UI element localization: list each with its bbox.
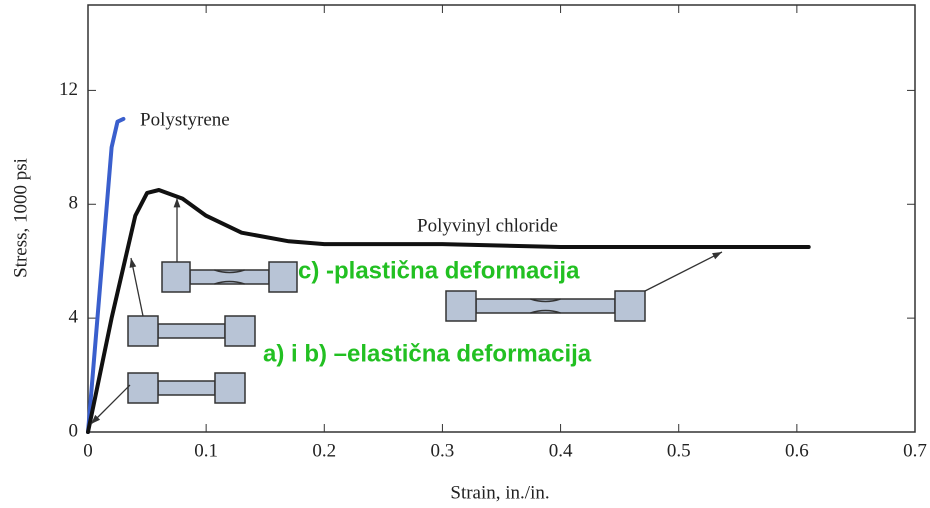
chart: Strain, in./in. Stress, 1000 psi c) -pla…	[0, 0, 930, 508]
annotation: c) -plastična deformacija	[298, 257, 580, 284]
specimen-grip	[162, 262, 190, 292]
y-tick-label: 12	[59, 79, 78, 100]
specimen-grip	[225, 316, 255, 346]
annotation: a) i b) –elastična deformacija	[263, 340, 592, 367]
x-tick-label: 0.7	[903, 440, 927, 461]
arrow-head	[130, 258, 137, 268]
series-label: Polystyrene	[140, 109, 230, 130]
specimen-neck	[158, 324, 225, 338]
y-tick-label: 4	[69, 306, 79, 327]
x-tick-label: 0.5	[667, 440, 691, 461]
specimen-grip	[128, 373, 158, 403]
line	[88, 119, 123, 432]
specimen	[446, 291, 645, 321]
x-tick-label: 0.4	[549, 440, 573, 461]
x-tick-label: 0.2	[312, 440, 336, 461]
y-tick-label: 0	[69, 420, 79, 441]
y-axis-label: Stress, 1000 psi	[10, 158, 31, 278]
y-tick-label: 8	[69, 193, 79, 214]
arrow	[645, 252, 722, 291]
specimen	[128, 316, 255, 346]
specimen-grip	[128, 316, 158, 346]
specimen-grip	[446, 291, 476, 321]
series-label: Polyvinyl chloride	[417, 215, 558, 236]
x-tick-label: 0.3	[431, 440, 455, 461]
specimen-grip	[615, 291, 645, 321]
x-tick-label: 0.1	[194, 440, 218, 461]
specimen	[162, 262, 297, 292]
x-axis-label: Strain, in./in.	[450, 482, 549, 503]
specimen	[128, 373, 245, 403]
specimen-grip	[215, 373, 245, 403]
x-tick-label: 0.6	[785, 440, 809, 461]
specimen-neck	[158, 381, 215, 395]
x-tick-label: 0	[83, 440, 93, 461]
arrow-head	[712, 252, 722, 259]
specimen-grip	[269, 262, 297, 292]
